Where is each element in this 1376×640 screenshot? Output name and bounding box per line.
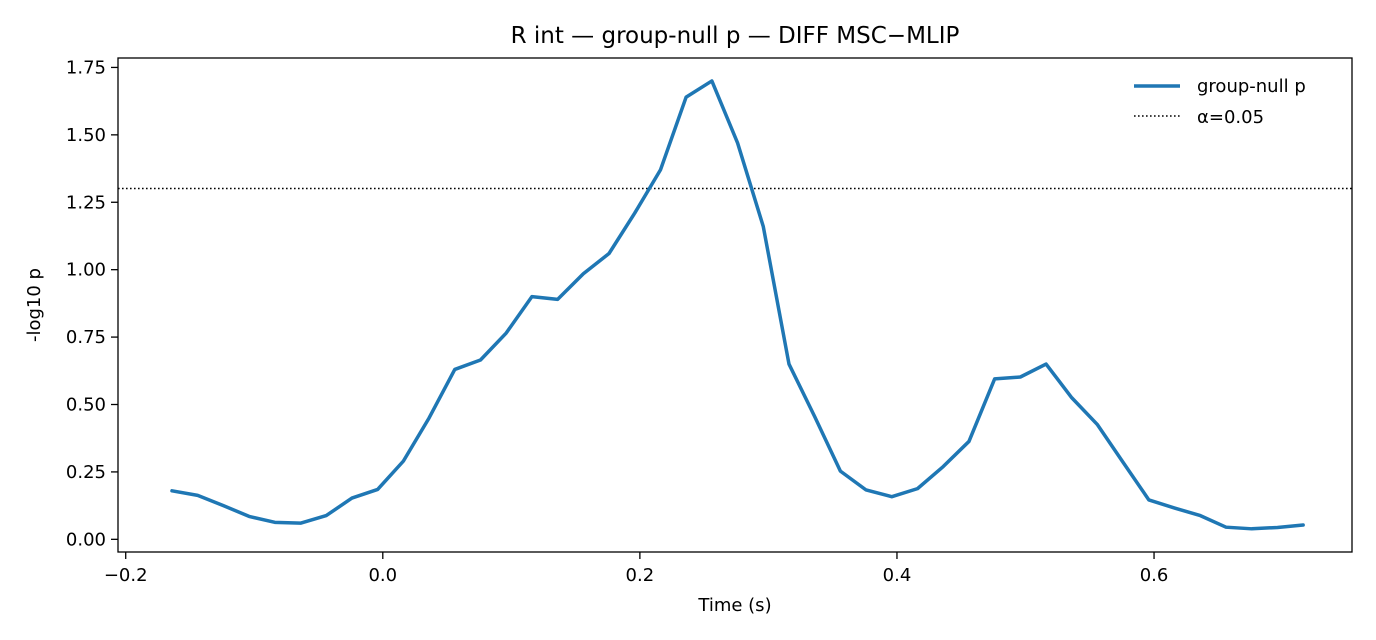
series-line-group-null-p (170, 79, 1305, 531)
x-tick-label: 0.4 (883, 565, 912, 586)
y-axis: 0.00 0.25 0.50 0.75 1.00 1.25 1.50 1.75 (66, 57, 118, 550)
y-axis-label: -log10 p (24, 268, 45, 342)
y-tick-label: 0.75 (66, 327, 106, 348)
x-tick-label: −0.2 (104, 565, 148, 586)
plot-area (118, 79, 1352, 531)
x-tick-label: 0.2 (626, 565, 655, 586)
x-tick-label: 0.6 (1140, 565, 1169, 586)
plot-frame (117, 57, 1353, 553)
x-axis: −0.2 0.0 0.2 0.4 0.6 (104, 552, 1169, 586)
chart-title: R int — group-null p — DIFF MSC−MLIP (511, 23, 960, 49)
legend-label-group-null-p: group-null p (1197, 76, 1306, 97)
x-axis-label: Time (s) (697, 595, 771, 616)
y-tick-label: 0.50 (66, 395, 106, 416)
y-tick-label: 0.25 (66, 462, 106, 483)
legend: group-null p α=0.05 (1134, 76, 1306, 128)
y-tick-label: 1.75 (66, 57, 106, 78)
x-tick-label: 0.0 (368, 565, 397, 586)
y-tick-label: 1.25 (66, 192, 106, 213)
y-tick-label: 1.00 (66, 260, 106, 281)
legend-label-alpha: α=0.05 (1197, 107, 1264, 128)
y-tick-label: 0.00 (66, 529, 106, 550)
y-tick-label: 1.50 (66, 125, 106, 146)
